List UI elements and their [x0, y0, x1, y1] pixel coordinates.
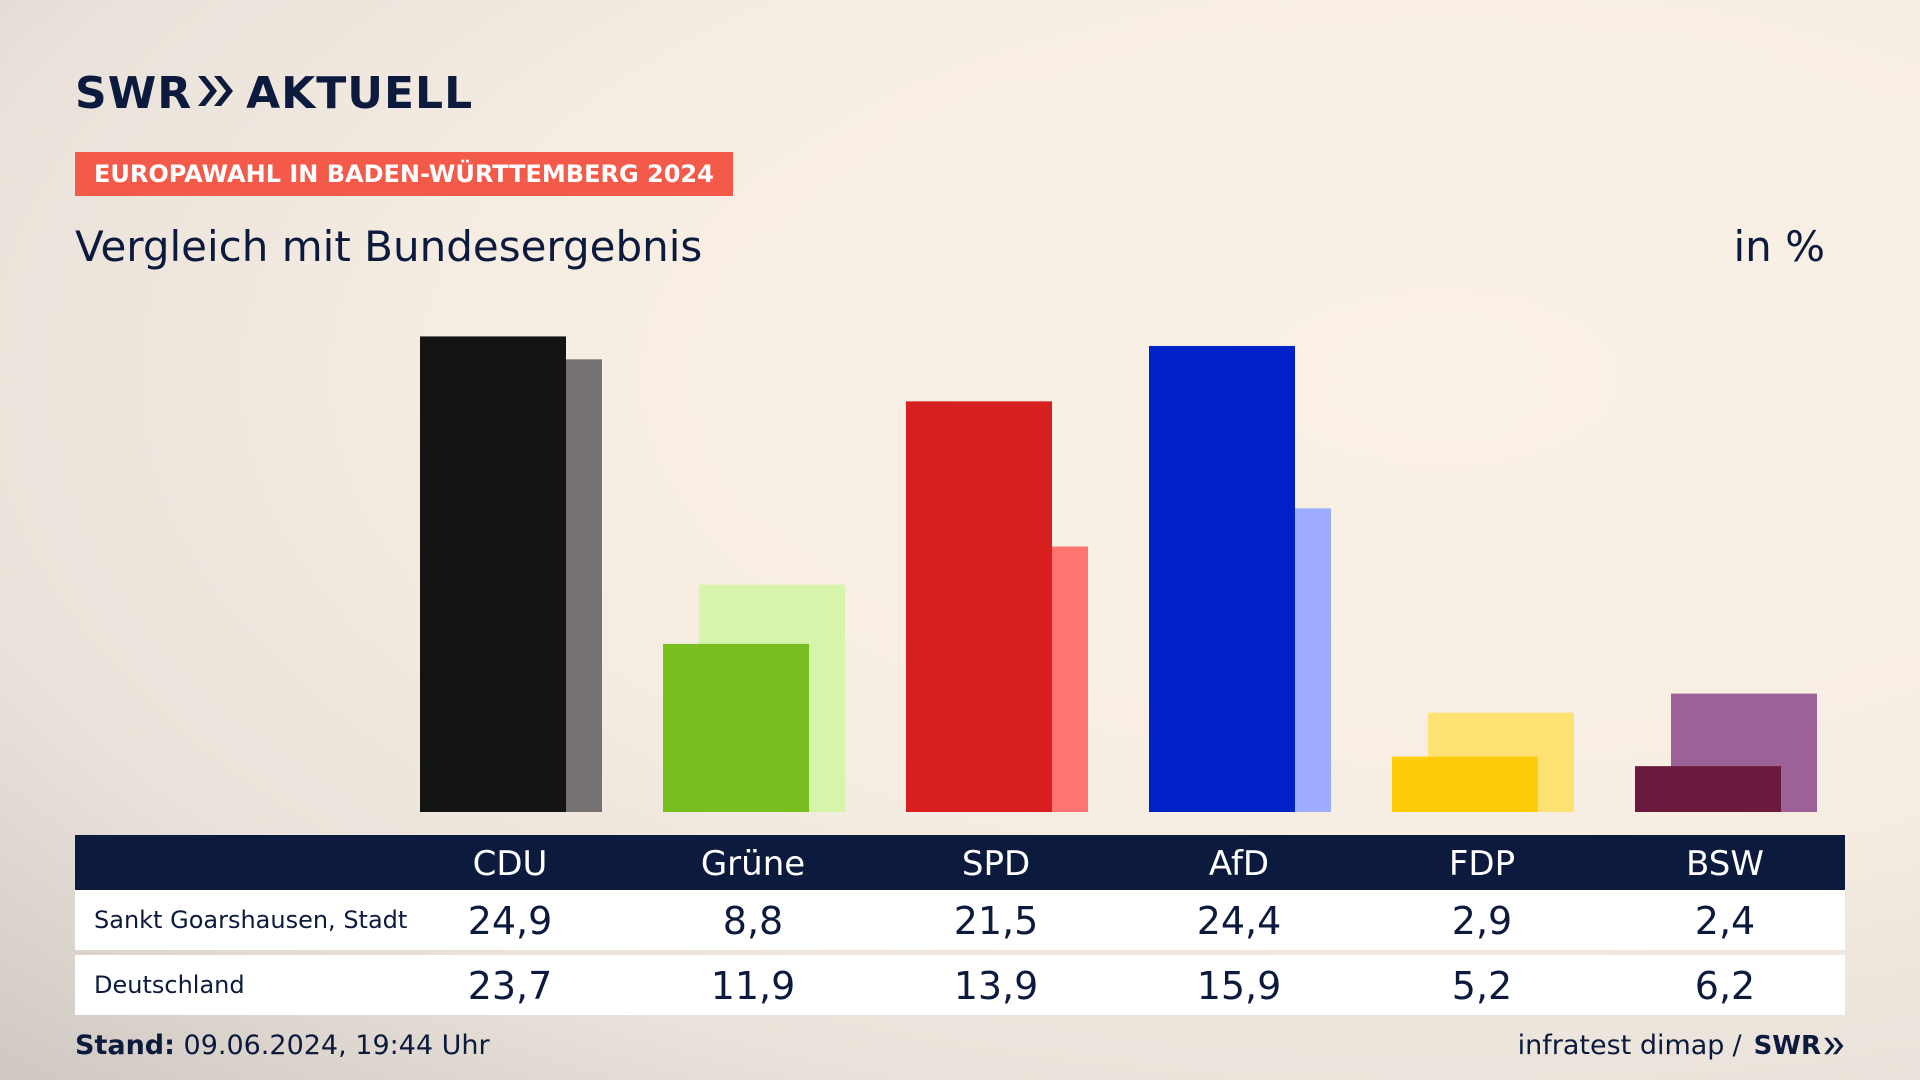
value-cell: 6,2: [1694, 964, 1756, 1008]
row-label: Deutschland: [94, 971, 245, 999]
value-cell: 15,9: [1196, 964, 1282, 1008]
stand-label: Stand:: [75, 1030, 175, 1061]
source-separator: /: [1732, 1030, 1742, 1061]
header-cdu: CDU: [472, 844, 548, 884]
header-fdp: FDP: [1448, 844, 1516, 884]
logo-aktuell-text: AKTUELL: [246, 68, 474, 119]
row-label: Sankt Goarshausen, Stadt: [94, 906, 408, 934]
unit-label: in %: [1733, 222, 1825, 271]
source-text: infratest dimap: [1517, 1030, 1725, 1061]
swr-aktuell-logo: SWR AKTUELL: [75, 68, 473, 119]
double-chevron-icon: [196, 68, 236, 119]
bar-local-fdp: [1392, 756, 1538, 812]
value-cell: 23,7: [467, 964, 553, 1008]
value-cell: 13,9: [953, 964, 1039, 1008]
election-badge: EUROPAWAHL IN BADEN-WÜRTTEMBERG 2024: [75, 152, 733, 196]
header-spd: SPD: [961, 844, 1031, 884]
value-cell: 24,9: [467, 899, 553, 943]
bar-chart: [420, 336, 1817, 812]
value-cell: 11,9: [710, 964, 796, 1008]
timestamp: Stand: 09.06.2024, 19:44 Uhr: [75, 1030, 490, 1061]
value-cell: 5,2: [1451, 964, 1513, 1008]
value-cell: 21,5: [953, 899, 1039, 943]
bar-local-grüne: [663, 643, 809, 812]
table-row: Sankt Goarshausen, Stadt 24,9 8,8 21,5 24,4 2…: [75, 890, 1845, 950]
bar-local-bsw: [1635, 766, 1781, 812]
chart-subtitle: Vergleich mit Bundesergebnis: [75, 222, 703, 271]
table-header-row: CDU Grüne SPD AfD FDP BSW: [75, 835, 1845, 890]
table-row: Deutschland 23,7 11,9 13,9 15,9 5,2 6,2: [75, 955, 1845, 1015]
stand-value: 09.06.2024, 19:44 Uhr: [183, 1030, 490, 1061]
header-grüne: Grüne: [700, 844, 806, 884]
value-cell: 8,8: [722, 899, 784, 943]
bar-local-afd: [1149, 345, 1295, 812]
table-body: Sankt Goarshausen, Stadt 24,9 8,8 21,5 24,4 2…: [75, 890, 1845, 1015]
logo-swr-text: SWR: [75, 68, 193, 119]
bar-local-spd: [906, 401, 1052, 812]
value-cell: 24,4: [1196, 899, 1282, 943]
results-table: CDU Grüne SPD AfD FDP BSW Sankt Goarshausen, …: [75, 835, 1845, 1015]
value-cell: 2,9: [1451, 899, 1513, 943]
bar-local-cdu: [420, 336, 566, 812]
header-bsw: BSW: [1686, 844, 1764, 884]
footer-chevron-icon: [1824, 1037, 1844, 1054]
source-credit: infratest dimap / SWR: [1518, 1030, 1845, 1061]
header-afd: AfD: [1208, 844, 1270, 884]
source-swr-logo: SWR: [1753, 1030, 1821, 1061]
value-cell: 2,4: [1694, 899, 1756, 943]
